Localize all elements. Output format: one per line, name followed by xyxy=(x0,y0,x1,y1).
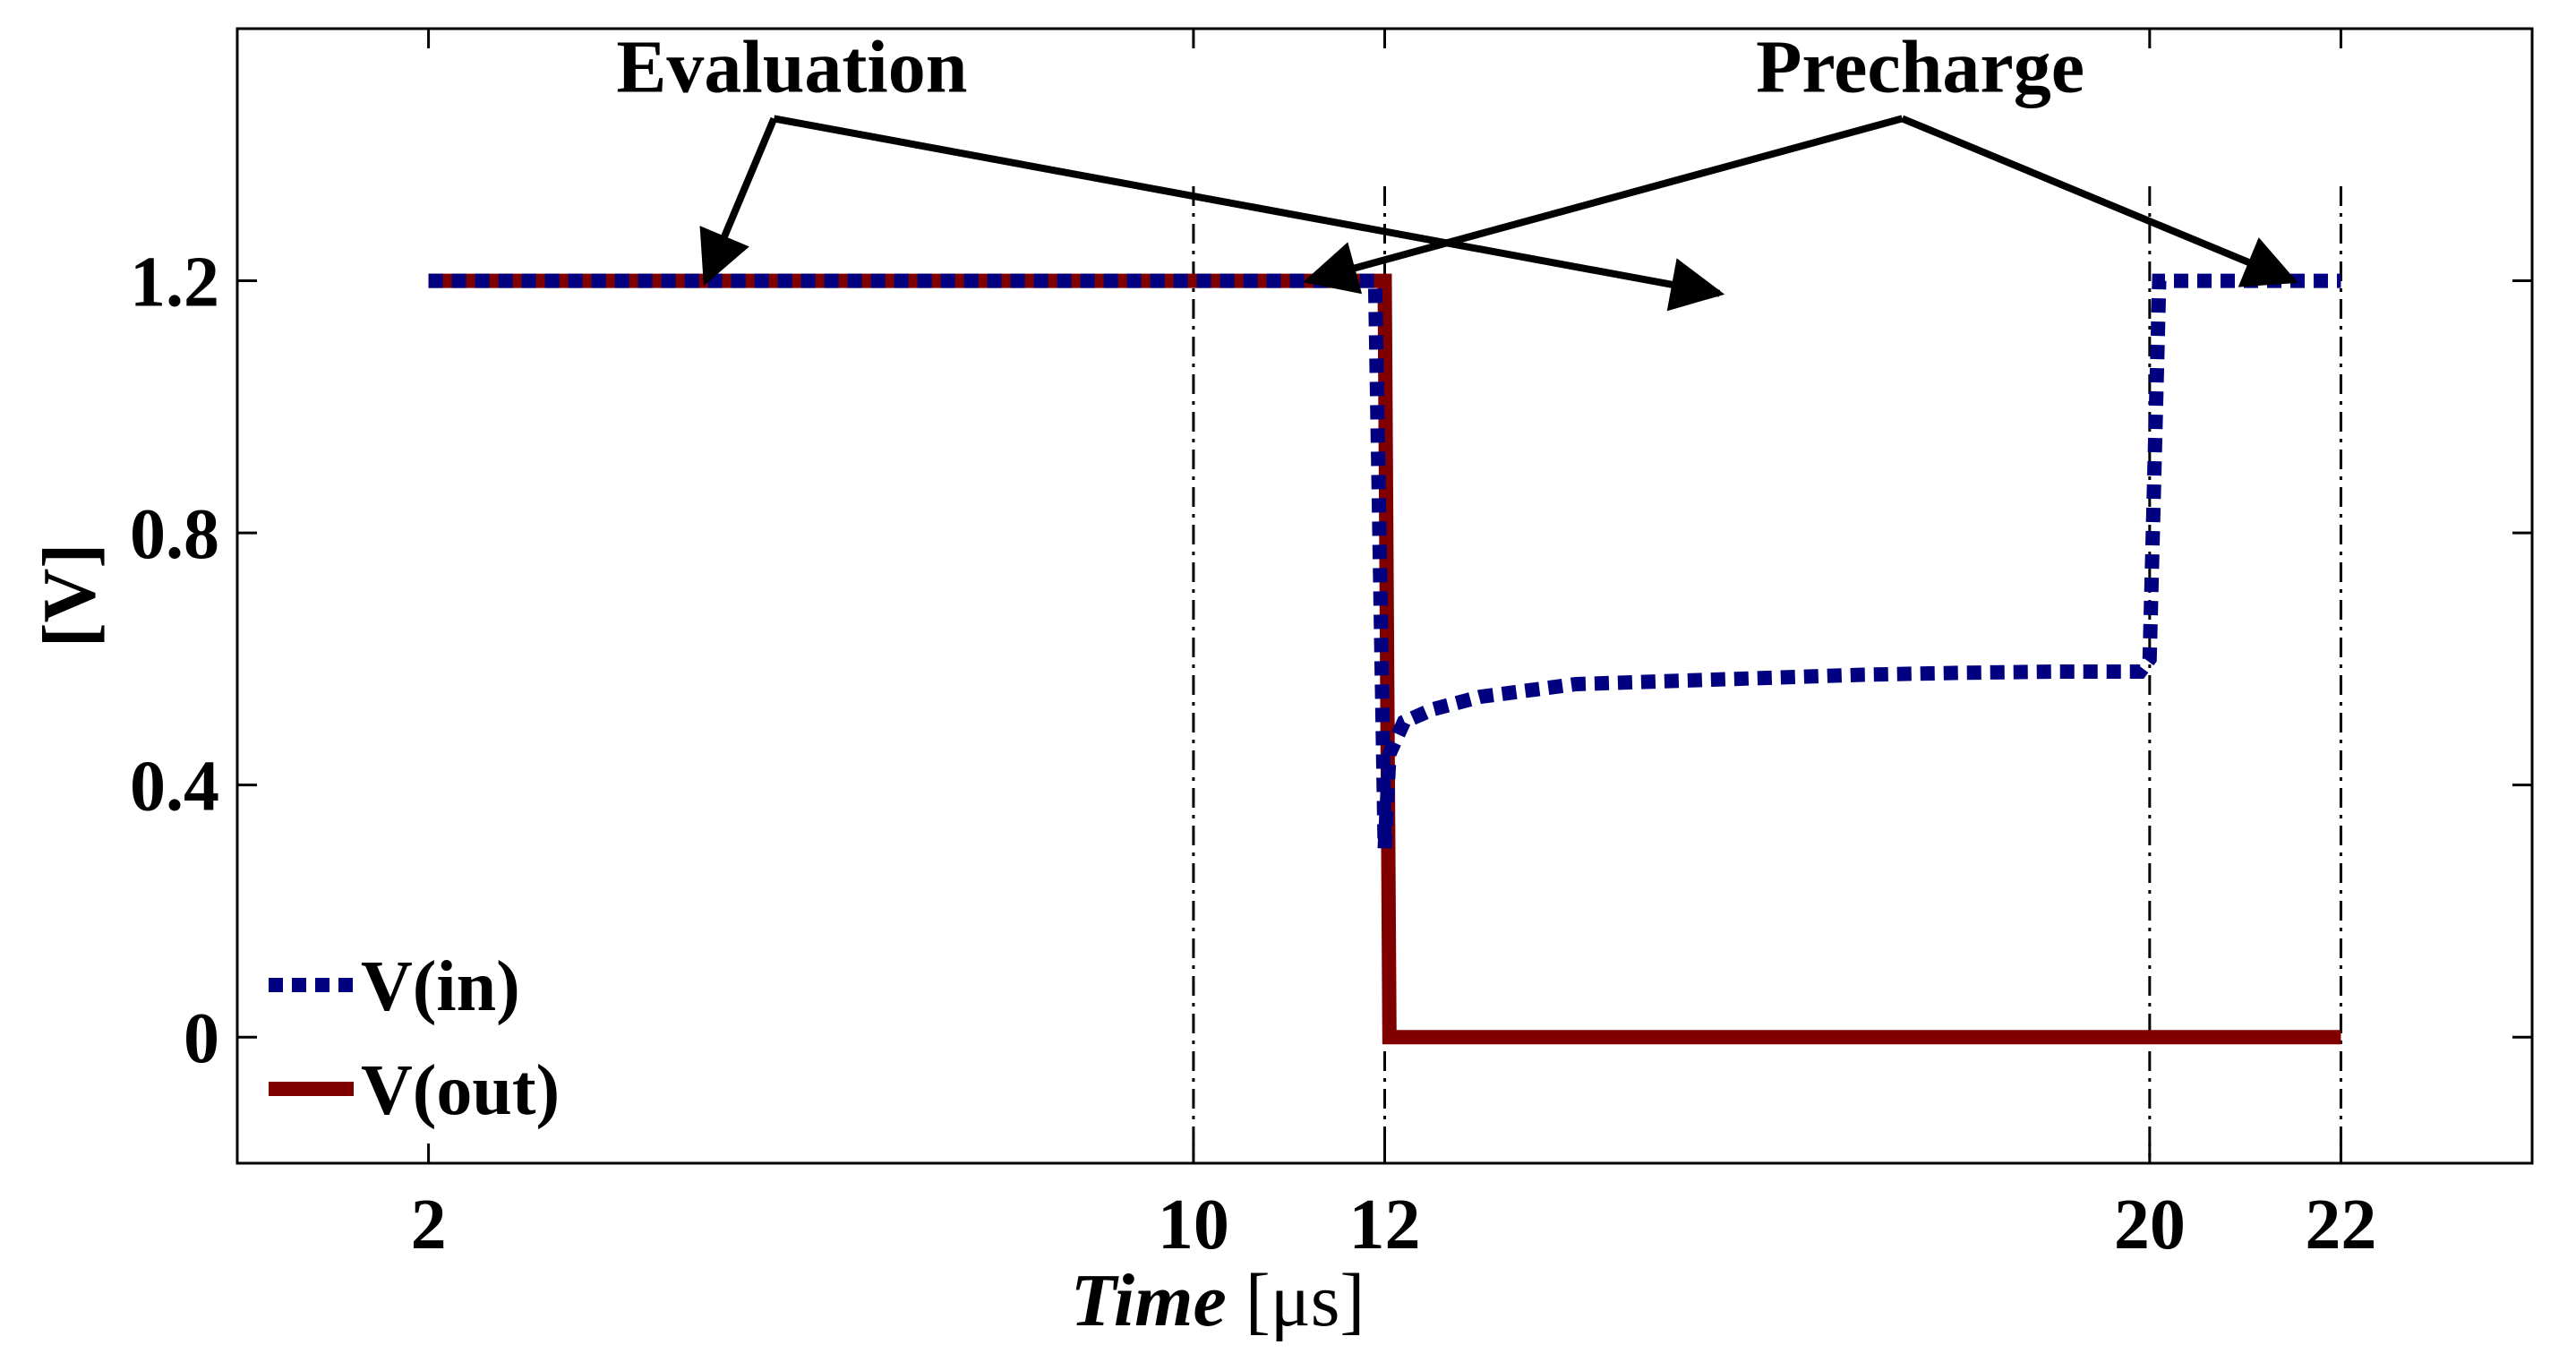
annotations: Evaluation Precharge xyxy=(616,25,2298,312)
y-tick-label: 0.8 xyxy=(130,495,219,574)
y-tick-label: 0 xyxy=(184,999,219,1078)
x-tick-label: 22 xyxy=(2305,1186,2376,1264)
x-tick-label: 2 xyxy=(411,1186,447,1264)
annotation-arrow xyxy=(773,115,1725,312)
y-axis-label: [V] xyxy=(28,544,111,648)
x-tick-label: 10 xyxy=(1158,1186,1229,1264)
x-tick-label: 20 xyxy=(2114,1186,2186,1264)
series-lines xyxy=(428,273,2341,1045)
series-line-vin xyxy=(428,273,2341,849)
annotation-label: Evaluation xyxy=(616,25,967,108)
annotation-arrow xyxy=(699,116,778,287)
legend: V(in) V(out) xyxy=(269,947,560,1130)
y-tick-label: 1.2 xyxy=(130,244,219,322)
x-axis-label-unit: [μs] xyxy=(1245,1259,1365,1342)
x-axis-label: Time [μs] xyxy=(1071,1259,1365,1342)
annotation-label: Precharge xyxy=(1756,25,2084,108)
legend-label-vout: V(out) xyxy=(361,1051,560,1130)
annotation-arrow xyxy=(1901,115,2298,287)
x-axis-label-italic: Time xyxy=(1071,1259,1227,1342)
legend-label-vin: V(in) xyxy=(361,947,520,1026)
annotation-arrow xyxy=(1303,115,1904,295)
x-tick-label: 12 xyxy=(1349,1186,1421,1264)
y-tick-label: 0.4 xyxy=(130,748,219,827)
axis-ticks: 2 10 12 20 22 0 0.4 0.8 1.2 xyxy=(130,29,2532,1264)
